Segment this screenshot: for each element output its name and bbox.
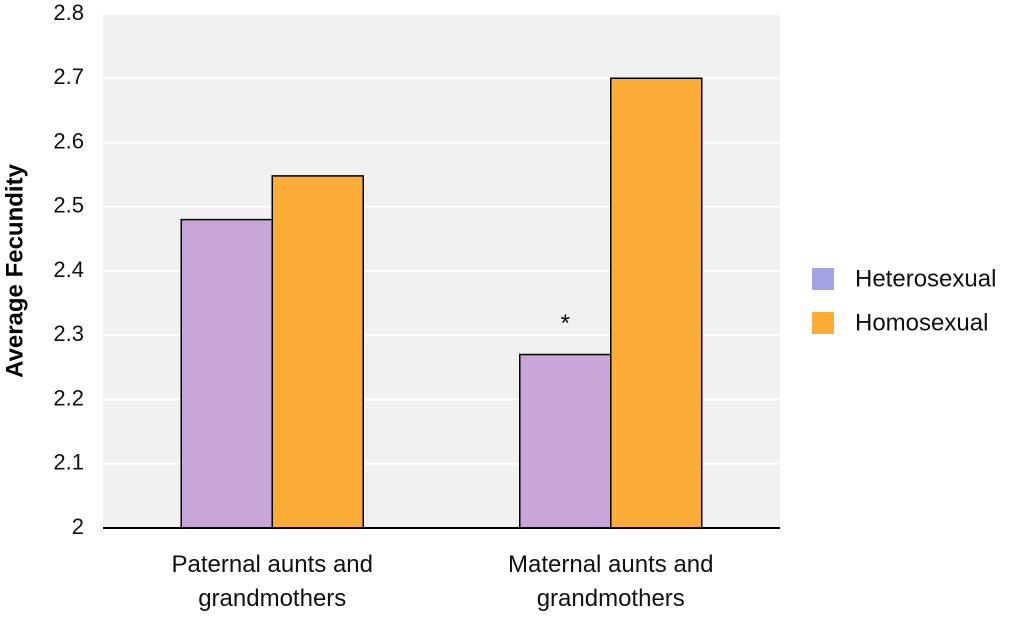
y-tick-label: 2.7 — [53, 64, 84, 89]
y-axis-label: Average Fecundity — [1, 163, 28, 377]
y-tick-label: 2.1 — [53, 450, 84, 475]
y-tick-label: 2 — [72, 514, 84, 539]
bar — [519, 353, 612, 529]
annotation: * — [561, 310, 570, 337]
y-tick-label: 2.2 — [53, 385, 84, 410]
y-tick-label: 2.4 — [53, 257, 84, 282]
legend-label: Heterosexual — [855, 265, 996, 292]
y-tick-label: 2.5 — [53, 193, 84, 218]
y-tick-label: 2.8 — [53, 0, 84, 25]
x-tick-label: Maternal aunts and grandmothers — [508, 551, 714, 612]
bar — [610, 77, 703, 529]
legend-swatch — [812, 312, 834, 334]
bar — [180, 218, 273, 529]
x-tick-label: Paternal aunts and grandmothers — [171, 551, 373, 612]
y-tick-label: 2.3 — [53, 321, 84, 346]
legend-swatch — [812, 268, 834, 290]
legend-label: Homosexual — [855, 309, 988, 336]
bar — [271, 175, 364, 529]
y-tick-label: 2.6 — [53, 128, 84, 153]
